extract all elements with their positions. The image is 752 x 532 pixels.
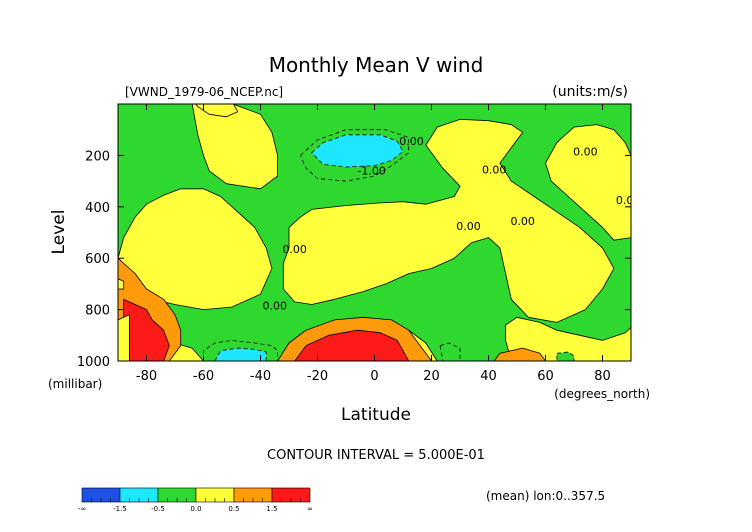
x-axis: -80 -60 -40 -20 0 20 40 60 80 bbox=[136, 104, 611, 384]
chart-title: Monthly Mean V wind bbox=[269, 53, 484, 77]
contour-fill-layer bbox=[118, 104, 631, 361]
contour-region-19 bbox=[311, 134, 404, 168]
colorbar-tick-label: ∞ bbox=[307, 505, 313, 513]
y-axis-units: (millibar) bbox=[48, 377, 102, 391]
x-tick-label: -40 bbox=[250, 369, 271, 384]
colorbar: -∞ -1.5 -0.5 0.0 0.5 1.5 ∞ bbox=[78, 487, 313, 513]
colorbar-tick-label: 0.0 bbox=[190, 505, 201, 513]
colorbar-tick-label: 1.5 bbox=[266, 505, 277, 513]
x-axis-units: (degrees_north) bbox=[554, 387, 650, 401]
contour-region-3 bbox=[545, 124, 631, 241]
contour-region-21 bbox=[118, 278, 125, 290]
y-tick-label: 1000 bbox=[77, 355, 110, 370]
colorbar-tick-label: -1.5 bbox=[113, 505, 127, 513]
contour-region-18 bbox=[214, 347, 267, 361]
x-tick-label: 20 bbox=[423, 369, 440, 384]
contour-region-2 bbox=[191, 104, 279, 190]
y-axis: 200 400 600 800 1000 bbox=[77, 149, 631, 370]
contour-label-4: 0.00 bbox=[456, 220, 481, 233]
contour-region-20 bbox=[118, 314, 130, 361]
colorbar-tick-label: -∞ bbox=[78, 505, 86, 513]
contour-label-0: -1.00 bbox=[357, 165, 385, 178]
contour-region-11 bbox=[493, 347, 546, 361]
x-tick-label: -60 bbox=[193, 369, 214, 384]
contour-region-12 bbox=[123, 298, 170, 361]
y-tick-label: 600 bbox=[85, 252, 110, 267]
x-tick-label: 0 bbox=[370, 369, 378, 384]
contour-region-4 bbox=[505, 316, 631, 361]
contour-region-16 bbox=[439, 342, 461, 361]
x-tick-label: 40 bbox=[480, 369, 497, 384]
contour-interval-text: CONTOUR INTERVAL = 5.000E-01 bbox=[267, 448, 485, 463]
dataset-label: [VWND_1979-06_NCEP.nc] bbox=[125, 85, 283, 99]
units-label: (units:m/s) bbox=[552, 84, 628, 100]
contour-label-3: 0.00 bbox=[282, 243, 307, 256]
contour-label-2: 0.00 bbox=[263, 300, 288, 313]
contour-label-5: 0.00 bbox=[510, 215, 535, 228]
x-tick-label: -20 bbox=[307, 369, 328, 384]
x-tick-label: -80 bbox=[136, 369, 157, 384]
footer-note: (mean) lon:0..357.5 bbox=[486, 489, 605, 503]
y-tick-label: 200 bbox=[85, 149, 110, 164]
contour-label-1: 0.00 bbox=[482, 163, 507, 176]
colorbar-tick-label: 0.5 bbox=[228, 505, 239, 513]
contour-label-8: 0.00 bbox=[616, 194, 641, 207]
contour-region-1 bbox=[282, 119, 615, 323]
contour-label-7: 0.00 bbox=[573, 145, 598, 158]
x-axis-label: Latitude bbox=[341, 405, 411, 425]
colorbar-tick-label: -0.5 bbox=[151, 505, 165, 513]
contour-label-layer: -1.00 0.00 0.00 0.00 0.00 0.00 0.00 0.00 0.00 bbox=[263, 135, 641, 313]
contour-region-17 bbox=[556, 351, 575, 361]
y-tick-label: 400 bbox=[85, 201, 110, 216]
y-axis-label: Level bbox=[49, 210, 69, 255]
contour-label-6: 0.00 bbox=[399, 135, 424, 148]
contour-region-13 bbox=[294, 329, 410, 361]
x-tick-label: 80 bbox=[594, 369, 611, 384]
x-tick-label: 60 bbox=[537, 369, 554, 384]
y-tick-label: 800 bbox=[85, 304, 110, 319]
contour-region-7 bbox=[195, 104, 239, 118]
